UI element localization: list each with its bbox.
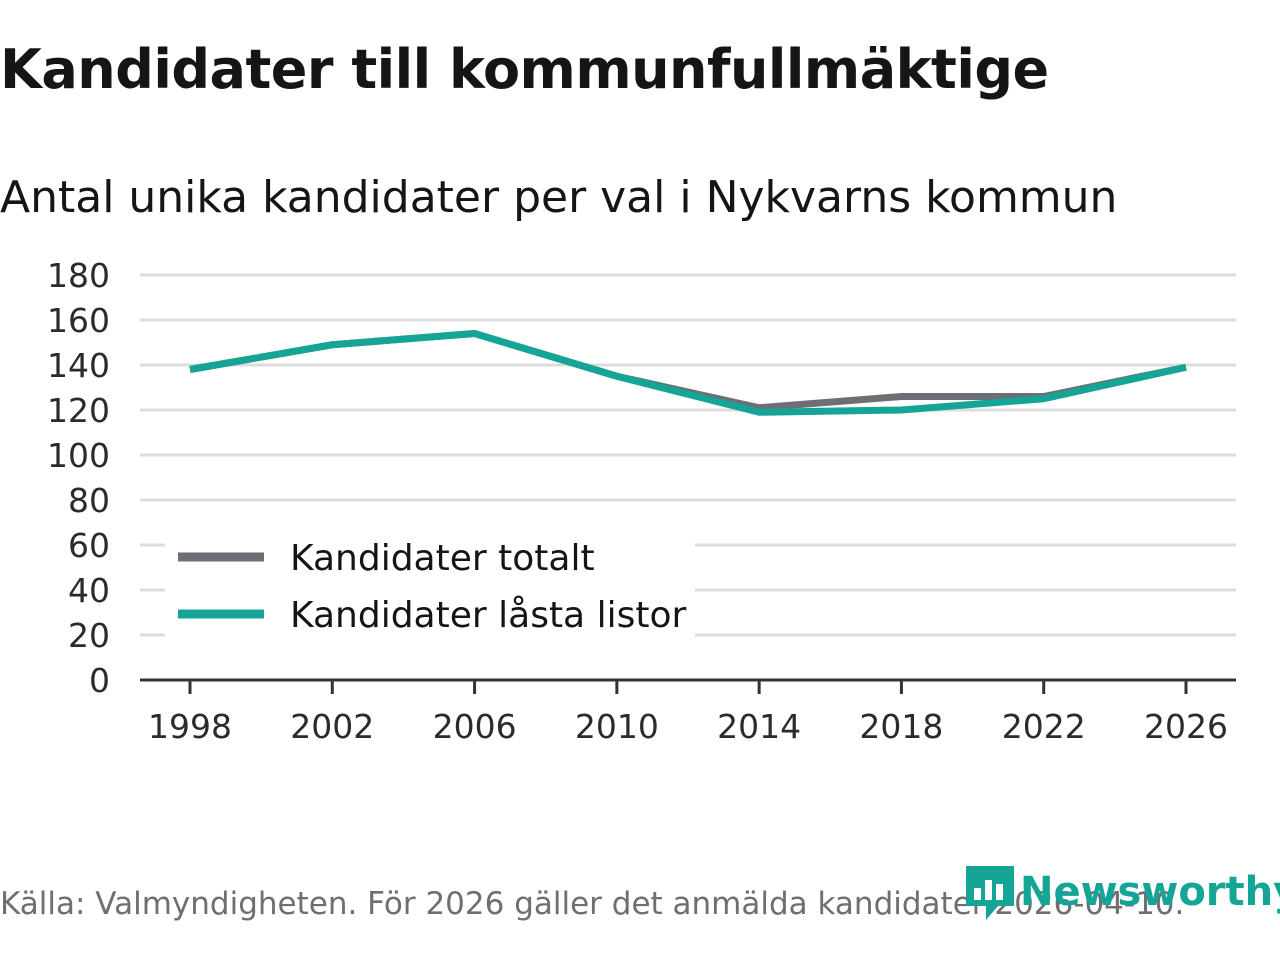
brand-name: Newsworthy [1020, 869, 1280, 915]
y-axis-ticks: 0 20 40 60 80 100 120 140 160 180 [47, 256, 110, 700]
y-tick-label: 60 [68, 526, 110, 565]
x-axis: 1998 2002 2006 2010 2014 2018 2022 2026 [140, 678, 1236, 746]
x-tick-label: 2002 [290, 707, 374, 746]
y-tick-label: 120 [47, 391, 110, 430]
x-tick-label: 2010 [575, 707, 659, 746]
y-tick-label: 100 [47, 436, 110, 475]
newsworthy-logo-icon [966, 866, 1014, 920]
y-tick-label: 0 [89, 661, 110, 700]
x-tick-label: 2018 [859, 707, 943, 746]
chart-title: Kandidater till kommunfullmäktige [0, 38, 1049, 101]
x-tick-label: 2006 [433, 707, 517, 746]
chart-subtitle: Antal unika kandidater per val i Nykvarn… [0, 172, 1118, 223]
x-tick-label: 2014 [717, 707, 801, 746]
legend: Kandidater totalt Kandidater låsta listor [165, 538, 695, 640]
brand-logo: Newsworthy [964, 862, 1280, 922]
y-tick-label: 80 [68, 481, 110, 520]
y-tick-label: 140 [47, 346, 110, 385]
y-tick-label: 180 [47, 256, 110, 295]
y-tick-label: 40 [68, 571, 110, 610]
x-tick-label: 2026 [1144, 707, 1228, 746]
y-tick-label: 160 [47, 301, 110, 340]
y-tick-label: 20 [68, 616, 110, 655]
series-lines [189, 330, 1187, 416]
legend-label: Kandidater totalt [290, 538, 595, 579]
legend-label: Kandidater låsta listor [290, 595, 686, 636]
x-tick-label: 1998 [148, 707, 232, 746]
series-line-1 [189, 330, 1187, 416]
line-chart: 0 20 40 60 80 100 120 140 160 180 1998 2002 2006 201… [47, 256, 1236, 746]
x-tick-label: 2022 [1002, 707, 1086, 746]
